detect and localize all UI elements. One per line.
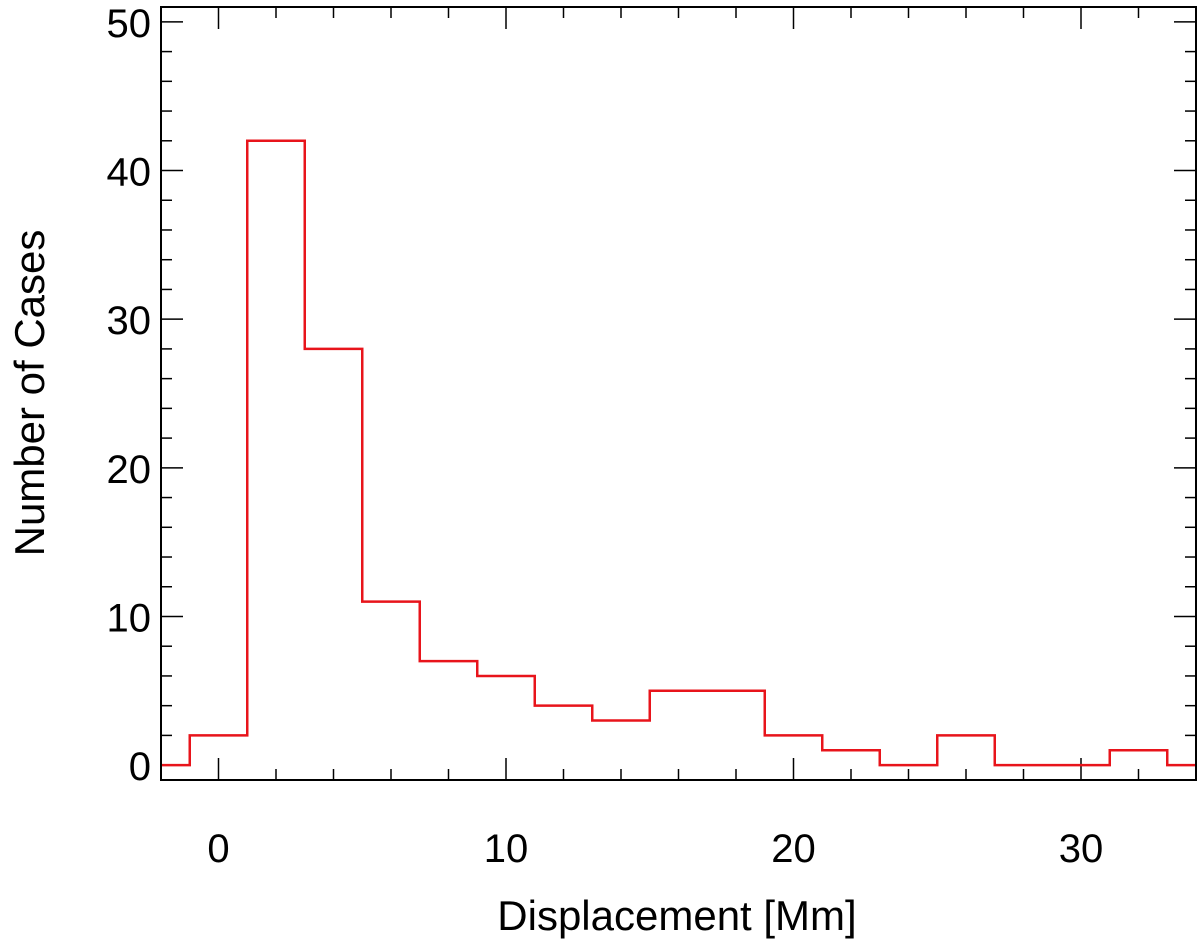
y-tick-label: 30 bbox=[107, 299, 152, 343]
y-tick-label: 20 bbox=[107, 448, 152, 492]
y-tick-label: 50 bbox=[107, 2, 152, 46]
y-axis-title: Number of Cases bbox=[6, 230, 53, 557]
histogram-series-line bbox=[161, 139, 1196, 767]
y-tick-label: 0 bbox=[129, 745, 151, 789]
axis-ticks bbox=[160, 7, 1197, 780]
x-tick-label: 0 bbox=[207, 827, 229, 871]
y-tick-label: 10 bbox=[107, 596, 152, 640]
x-axis-title: Displacement [Mm] bbox=[497, 892, 856, 939]
x-tick-label: 20 bbox=[771, 827, 816, 871]
tick-labels: 0 10 20 30 0 10 20 30 40 50 bbox=[107, 2, 1104, 871]
plot-frame bbox=[160, 6, 1197, 781]
x-tick-label: 10 bbox=[484, 827, 529, 871]
y-tick-label: 40 bbox=[107, 151, 152, 195]
x-tick-label: 30 bbox=[1059, 827, 1104, 871]
